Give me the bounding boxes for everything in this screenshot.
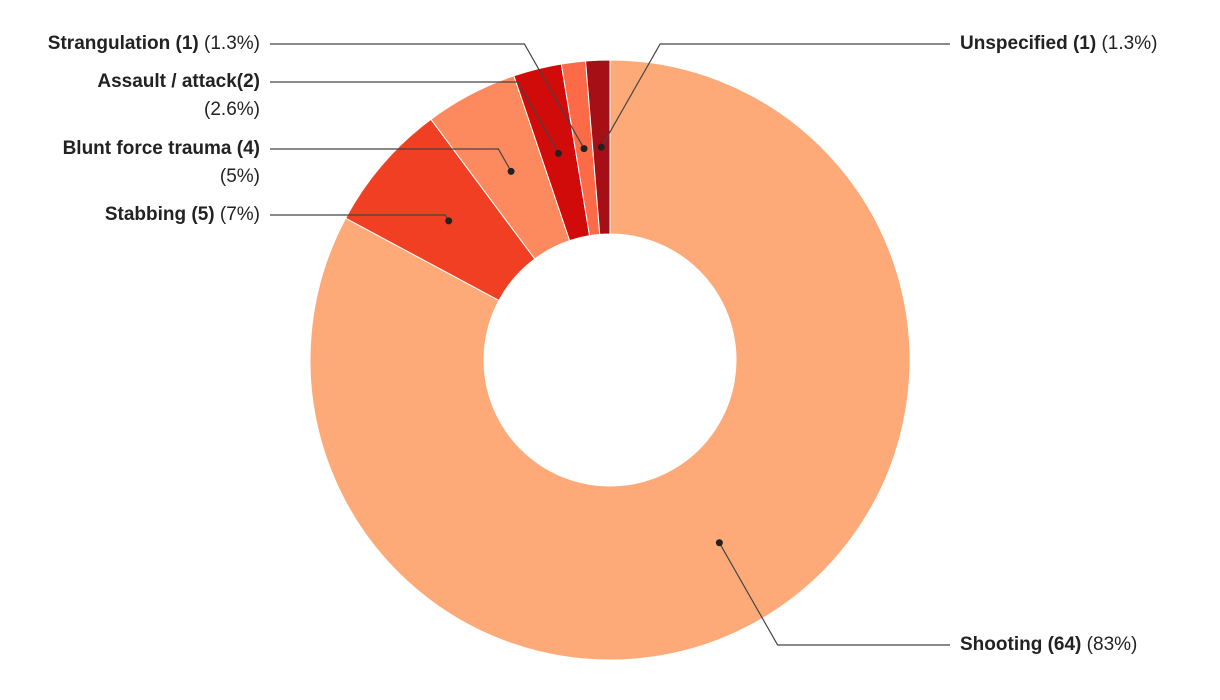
slice-name: Strangulation (1) bbox=[48, 33, 199, 54]
leader-line bbox=[718, 542, 950, 646]
leader-line bbox=[270, 148, 512, 172]
leader-line bbox=[270, 81, 559, 154]
leader-dot bbox=[554, 149, 562, 157]
slice-name: Assault / attack(2) bbox=[97, 71, 260, 92]
slice-label: Shooting (64) (83%) bbox=[960, 634, 1137, 655]
slice-name: Unspecified (1) bbox=[960, 33, 1096, 54]
slice-label: Unspecified (1) (1.3%) bbox=[960, 33, 1157, 54]
leader-dot bbox=[715, 539, 723, 547]
slice-name: Blunt force trauma (4) bbox=[63, 138, 260, 159]
leader-dot bbox=[580, 145, 588, 153]
slice-label: Strangulation (1) (1.3%) bbox=[48, 33, 260, 54]
slice-label: Assault / attack(2) bbox=[97, 71, 260, 92]
donut-slice bbox=[309, 59, 911, 661]
slice-label: Blunt force trauma (4) bbox=[63, 138, 260, 159]
slice-percent: (1.3%) bbox=[1096, 33, 1157, 54]
leader-dot bbox=[597, 143, 605, 151]
leader-line bbox=[270, 43, 585, 149]
slice-name: Shooting (64) bbox=[960, 634, 1081, 655]
slice-percent: (7%) bbox=[215, 204, 260, 225]
slice-percent: (1.3%) bbox=[199, 33, 260, 54]
leader-line bbox=[600, 43, 950, 148]
slice-percent: (2.6%) bbox=[204, 99, 260, 120]
donut-slice bbox=[585, 59, 611, 235]
leader-dot bbox=[507, 167, 515, 175]
slice-name: Stabbing (5) bbox=[105, 204, 215, 225]
slice-label: Stabbing (5) (7%) bbox=[105, 204, 260, 225]
leader-dot bbox=[445, 217, 453, 225]
slice-percent: (83%) bbox=[1081, 634, 1137, 655]
slice-percent: (5%) bbox=[220, 166, 260, 187]
